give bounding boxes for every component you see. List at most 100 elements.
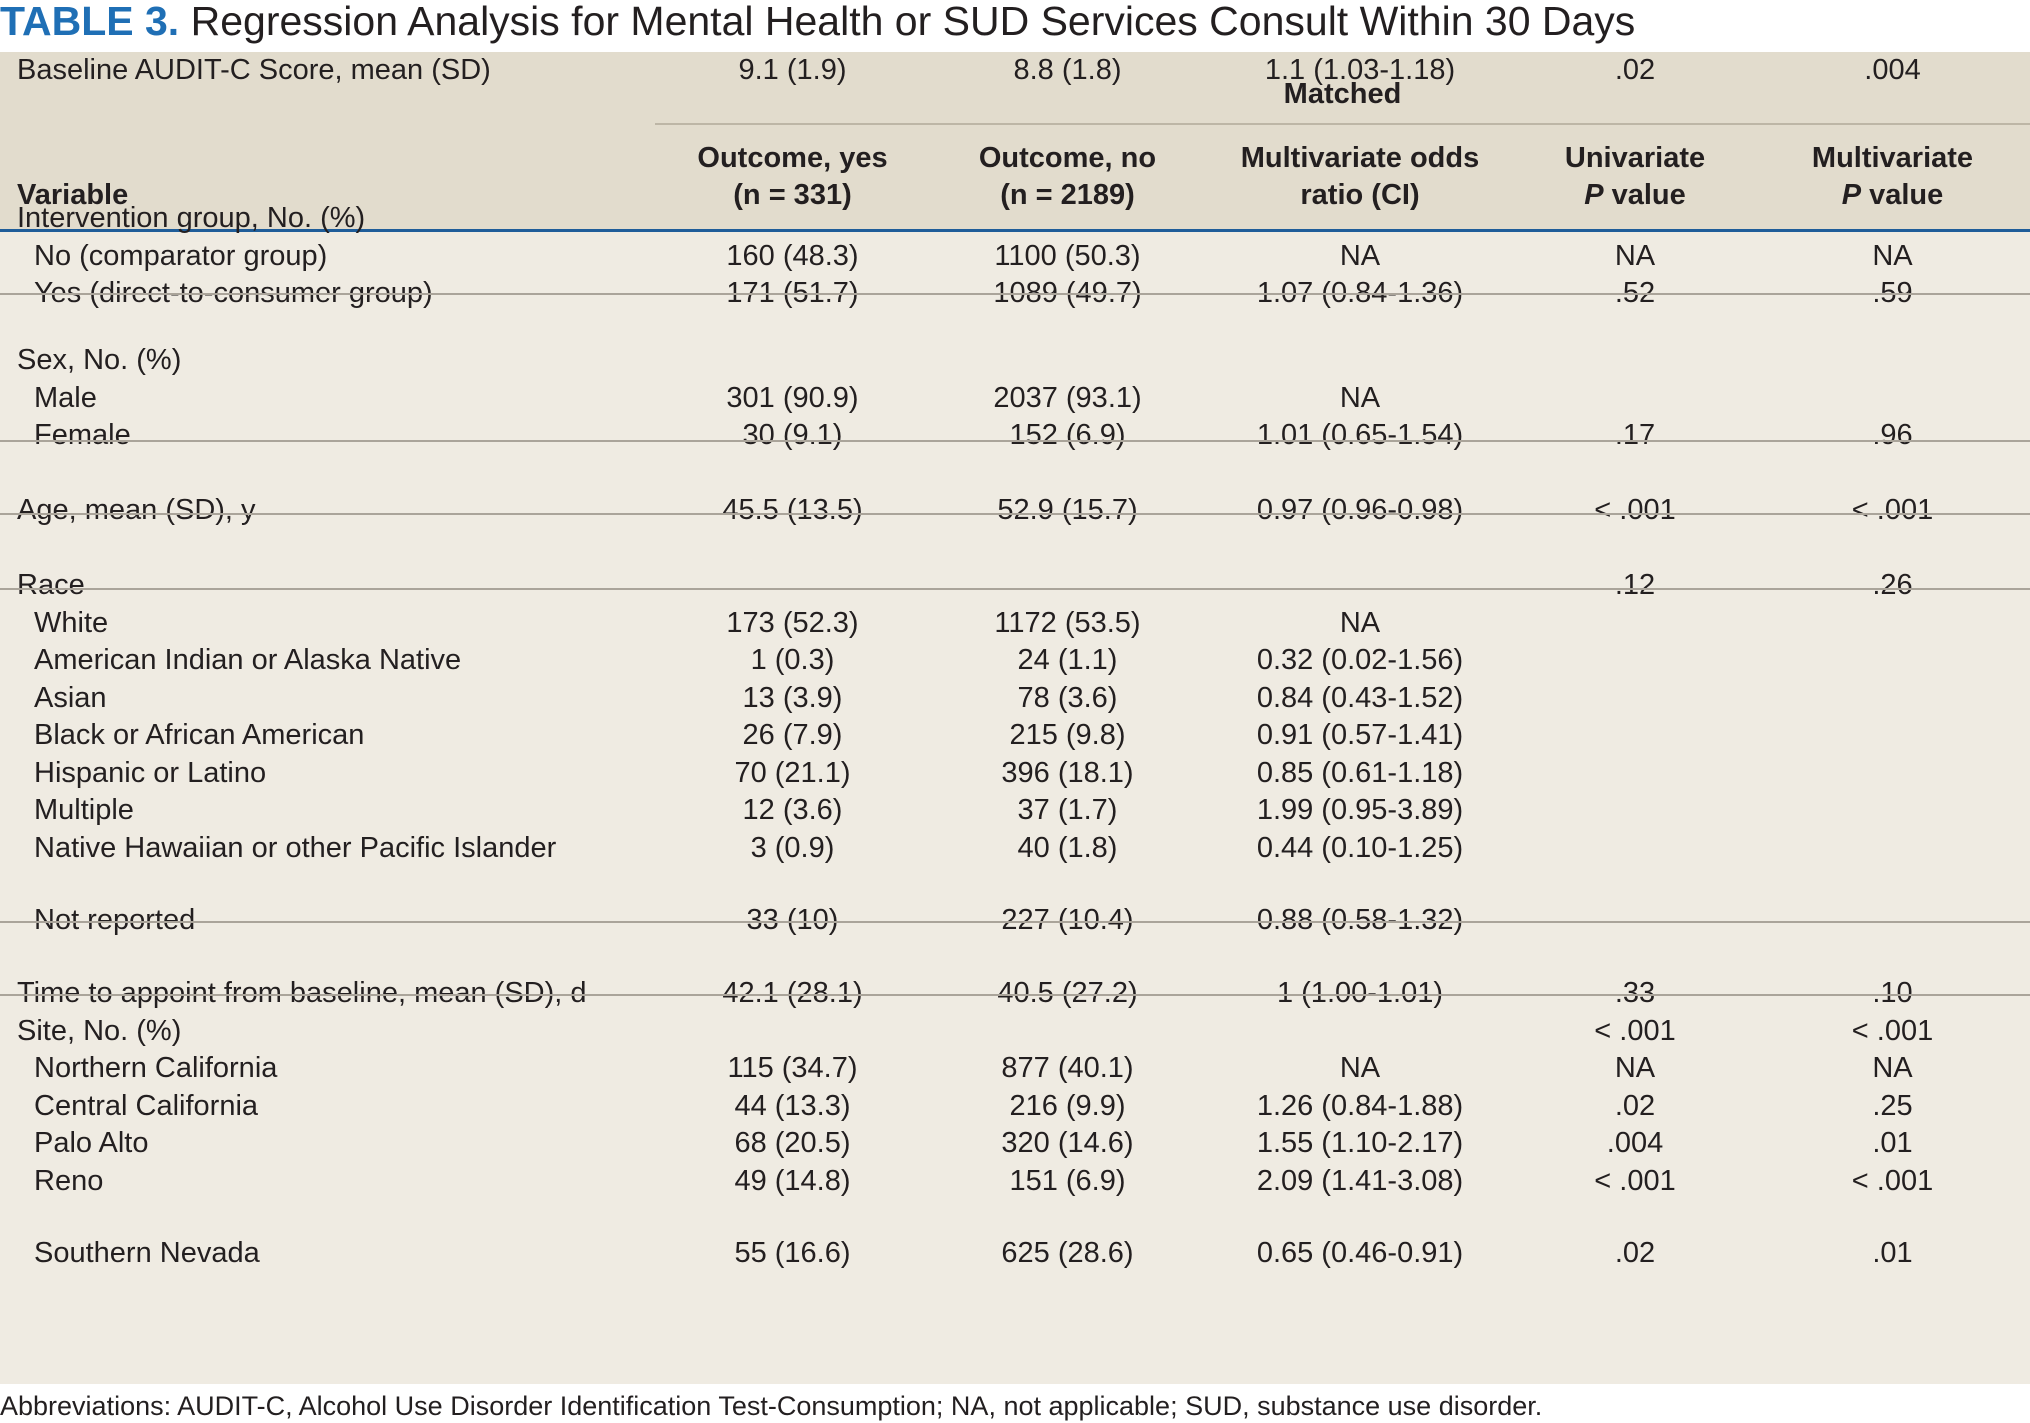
cell-multivariate-p: .96	[1872, 419, 1913, 451]
cell-multivariate-p: .01	[1872, 1127, 1913, 1159]
table-row: Not reported 33 (10) 227 (10.4) 0.88 (0.58-…	[0, 902, 2030, 940]
table-row: Palo Alto 68 (20.5) 320 (14.6) 1.55 (1.10-2…	[0, 1125, 2030, 1163]
cell-odds-ratio: NA	[1339, 1052, 1381, 1084]
row-label: Reno	[34, 1164, 104, 1197]
cell-multivariate-p: NA	[1872, 239, 1913, 272]
matched-group-header: Matched	[1283, 78, 1402, 110]
row-divider	[0, 513, 2030, 515]
cell-univariate-p: .33	[1614, 977, 1656, 1009]
cell-outcome-no: 1100 (50.3)	[994, 239, 1141, 272]
cell-outcome-yes: 55 (16.6)	[734, 1237, 851, 1269]
cell-odds-ratio: 1 (1.00-1.01)	[1276, 977, 1444, 1009]
row-divider	[0, 440, 2030, 442]
cell-outcome-yes: 13 (3.9)	[742, 681, 843, 714]
row-label: Time to appoint from baseline, mean (SD)…	[17, 977, 587, 1009]
table-row: Reno 49 (14.8) 151 (6.9) 2.09 (1.41-3.08) < …	[0, 1163, 2030, 1201]
row-label: Intervention group, No. (%)	[17, 202, 366, 234]
cell-univariate-p: .02	[1614, 1089, 1656, 1122]
cell-odds-ratio: 1.55 (1.10-2.17)	[1256, 1127, 1464, 1159]
cell-outcome-yes: 33 (10)	[746, 904, 839, 936]
cell-odds-ratio: 1.1 (1.03-1.18)	[1264, 54, 1456, 86]
row-divider	[0, 293, 2030, 295]
cell-univariate-p: NA	[1614, 239, 1656, 272]
table-row: Female 30 (9.1) 152 (6.9) 1.01 (0.65-1.54).…	[0, 417, 2030, 455]
row-label: Not reported	[34, 904, 196, 936]
table-row: Time to appoint from baseline, mean (SD)…	[0, 975, 2030, 1013]
cell-outcome-yes: 30 (9.1)	[742, 419, 843, 451]
header-outcome-no-line1: Outcome, no	[978, 142, 1157, 174]
row-label: Native Hawaiian or other Pacific Islande…	[34, 831, 557, 864]
table-row: Hispanic or Latino 70 (21.1) 396 (18.1) 0.8…	[0, 755, 2030, 793]
table-row: Sex, No. (%)	[0, 342, 2030, 380]
row-label: Site, No. (%)	[17, 1014, 182, 1047]
table-row: Northern California 115 (34.7) 877 (40.1) N…	[0, 1050, 2030, 1088]
header-multivariate-line1: Multivariate	[1811, 142, 1974, 174]
header-multivariate-line2: P value	[1755, 177, 2030, 214]
cell-outcome-no: 40.5 (27.2)	[997, 977, 1138, 1009]
row-label: Male	[34, 381, 97, 414]
table-row: Intervention group, No. (%)	[0, 200, 2030, 238]
cell-odds-ratio: 0.32 (0.02-1.56)	[1256, 644, 1464, 676]
row-divider	[0, 994, 2030, 996]
row-label: Central California	[34, 1089, 259, 1122]
cell-univariate-p: .12	[1614, 569, 1656, 601]
cell-odds-ratio: 0.84 (0.43-1.52)	[1256, 681, 1464, 714]
header-multivariate-p-italic: P	[1841, 179, 1862, 211]
cell-outcome-no: 37 (1.7)	[1017, 794, 1118, 826]
table-row: Male 301 (90.9) 2037 (93.1) NA	[0, 380, 2030, 418]
cell-odds-ratio: 2.09 (1.41-3.08)	[1256, 1164, 1464, 1197]
cell-outcome-no: 227 (10.4)	[1001, 904, 1134, 936]
cell-multivariate-p: .004	[1864, 54, 1921, 86]
header-univariate-line2: P value	[1515, 177, 1755, 214]
cell-multivariate-p: .01	[1872, 1237, 1913, 1269]
table-caption: Regression Analysis for Mental Health or…	[190, 0, 1636, 44]
table-title: TABLE 3. Regression Analysis for Mental …	[0, 0, 2030, 52]
cell-outcome-no: 24 (1.1)	[1017, 644, 1118, 676]
cell-multivariate-p: < .001	[1851, 1014, 1934, 1047]
cell-outcome-yes: 301 (90.9)	[726, 381, 859, 414]
cell-outcome-yes: 115 (34.7)	[727, 1052, 858, 1084]
table-row: Southern Nevada 55 (16.6) 625 (28.6) 0.65 (…	[0, 1235, 2030, 1273]
table-row: Race .12 .26	[0, 567, 2030, 605]
table-row: Site, No. (%) < .001 < .001	[0, 1013, 2030, 1051]
cell-odds-ratio: 1.01 (0.65-1.54)	[1256, 419, 1464, 451]
header-variable: Variable	[17, 179, 129, 211]
cell-outcome-yes: 45.5 (13.5)	[722, 494, 863, 526]
row-label: Palo Alto	[34, 1127, 149, 1159]
cell-multivariate-p: .25	[1872, 1089, 1913, 1122]
header-univariate-line1: Univariate	[1564, 142, 1706, 174]
header-odds-ratio: Multivariate odds ratio (CI)	[1205, 140, 1515, 224]
row-label: American Indian or Alaska Native	[34, 644, 462, 676]
cell-outcome-yes: 173 (52.3)	[726, 606, 859, 639]
row-label: No (comparator group)	[34, 239, 328, 272]
cell-odds-ratio: NA	[1339, 606, 1381, 639]
row-label: Female	[34, 419, 131, 451]
cell-outcome-no: 8.8 (1.8)	[1013, 54, 1122, 86]
cell-odds-ratio: 0.65 (0.46-0.91)	[1256, 1237, 1464, 1269]
cell-univariate-p: < .001	[1594, 1014, 1676, 1047]
cell-outcome-no: 625 (28.6)	[1001, 1237, 1134, 1269]
table-row: American Indian or Alaska Native 1 (0.3) 2…	[0, 642, 2030, 680]
cell-outcome-yes: 3 (0.9)	[750, 831, 835, 864]
row-label: Black or African American	[34, 719, 365, 751]
header-outcome-no-line2: (n = 2189)	[1000, 179, 1135, 211]
row-label: Race	[17, 569, 85, 601]
cell-outcome-no: 52.9 (15.7)	[997, 494, 1138, 526]
cell-outcome-no: 216 (9.9)	[1009, 1089, 1126, 1122]
cell-odds-ratio: 0.91 (0.57-1.41)	[1256, 719, 1464, 751]
cell-outcome-no: 396 (18.1)	[1001, 756, 1134, 789]
cell-outcome-no: 40 (1.8)	[1017, 831, 1118, 864]
cell-outcome-no: 78 (3.6)	[1017, 681, 1118, 714]
cell-odds-ratio: 0.44 (0.10-1.25)	[1256, 831, 1464, 864]
cell-outcome-yes: 12 (3.6)	[742, 794, 843, 826]
cell-outcome-no: 151 (6.9)	[1009, 1164, 1126, 1197]
cell-odds-ratio: NA	[1339, 381, 1381, 414]
header-odds-line1: Multivariate odds	[1240, 142, 1480, 174]
row-label: Asian	[34, 681, 107, 714]
cell-outcome-no: 1172 (53.5)	[994, 606, 1141, 639]
table-row: Central California 44 (13.3) 216 (9.9) 1.26…	[0, 1088, 2030, 1126]
table-row: No (comparator group) 160 (48.3) 1100 (50.…	[0, 238, 2030, 276]
cell-outcome-no: 215 (9.8)	[1009, 719, 1126, 751]
regression-table: Matched Variable Outcome, yes (n = 331) …	[0, 52, 2030, 1384]
row-divider	[0, 921, 2030, 923]
